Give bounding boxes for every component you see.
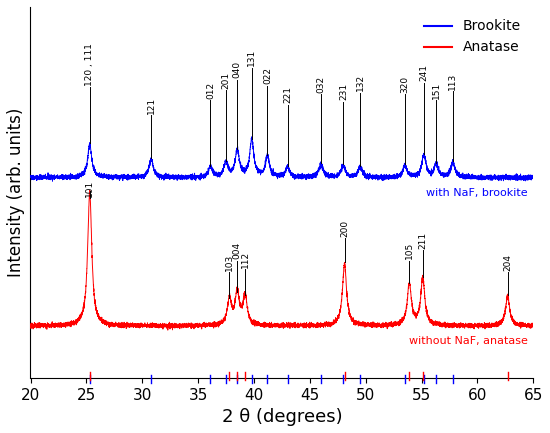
Text: 132: 132 [356,74,365,91]
Text: 022: 022 [263,67,272,84]
X-axis label: 2 θ (degrees): 2 θ (degrees) [222,408,342,426]
Text: 112: 112 [240,251,250,268]
Text: 103: 103 [225,254,234,271]
Text: 204: 204 [503,254,512,271]
Text: 320: 320 [400,76,409,93]
Text: 221: 221 [283,86,292,103]
Text: 032: 032 [317,76,326,93]
Text: 211: 211 [418,232,427,249]
Text: 121: 121 [147,97,156,114]
Text: 231: 231 [339,83,348,100]
Text: 105: 105 [405,242,414,259]
Text: 241: 241 [419,64,428,81]
Text: 012: 012 [206,82,215,99]
Text: 120 , 111: 120 , 111 [85,43,94,86]
Text: 101: 101 [85,180,94,197]
Text: 201: 201 [222,71,230,88]
Text: 004: 004 [233,242,242,259]
Text: 151: 151 [432,82,441,99]
Text: without NaF, anatase: without NaF, anatase [409,336,528,346]
Text: 113: 113 [448,73,458,90]
Y-axis label: Intensity (arb. units): Intensity (arb. units) [7,108,25,277]
Text: 040: 040 [233,61,242,78]
Text: with NaF, brookite: with NaF, brookite [426,188,528,198]
Legend: Brookite, Anatase: Brookite, Anatase [419,14,526,60]
Text: 200: 200 [340,220,349,237]
Text: 131: 131 [248,49,256,66]
